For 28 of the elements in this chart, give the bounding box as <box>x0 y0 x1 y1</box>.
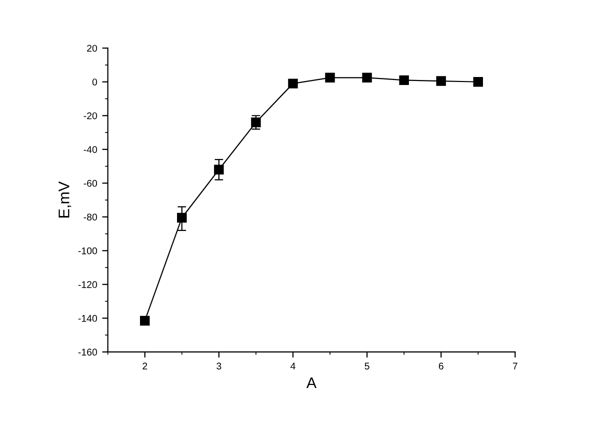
y-tick-label: -80 <box>84 214 98 221</box>
y-tick-label: -40 <box>84 146 98 154</box>
point <box>325 72 335 83</box>
y-axis-title: E,mV <box>58 181 72 218</box>
y-tick-label: -160 <box>78 348 98 356</box>
point <box>251 118 261 128</box>
point <box>177 212 187 223</box>
x-tick-label: 5 <box>364 362 370 370</box>
y-tick-label: 20 <box>87 44 98 52</box>
point <box>399 75 409 86</box>
point <box>140 316 150 326</box>
point <box>436 76 446 86</box>
x-axis-title: A <box>306 378 317 388</box>
y-tick-label: -20 <box>84 112 98 120</box>
point <box>473 77 483 87</box>
x-tick-label: 4 <box>290 362 296 370</box>
y-tick-label: 0 <box>92 78 98 86</box>
point <box>362 72 372 83</box>
point <box>288 78 298 88</box>
y-tick-label: -100 <box>78 247 98 254</box>
x-tick-label: 7 <box>512 362 518 370</box>
x-tick-label: 2 <box>142 362 148 370</box>
x-tick-label: 6 <box>438 362 444 370</box>
y-tick-label: -140 <box>78 314 98 322</box>
y-tick-label: -60 <box>84 180 98 187</box>
y-tick-label: -120 <box>78 281 98 288</box>
point <box>214 164 224 175</box>
x-tick-label: 3 <box>216 362 222 370</box>
